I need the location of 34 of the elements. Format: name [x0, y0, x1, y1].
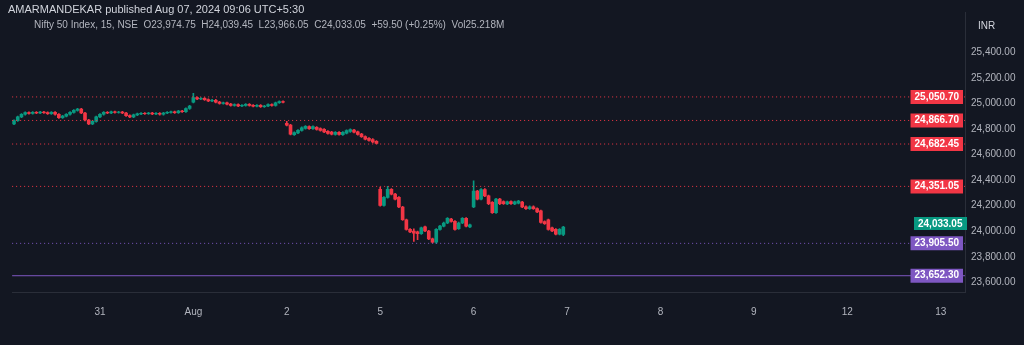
x-tick-label: 13 [935, 305, 947, 317]
y-tick-label: 23,600.00 [971, 276, 1016, 288]
candlestick [142, 112, 147, 115]
x-tick-label: 7 [564, 305, 571, 317]
ref-line-label: 23,905.50 [914, 237, 960, 249]
candlestick [154, 112, 158, 115]
y-tick-label: 24,000.00 [971, 225, 1016, 237]
x-tick-label: 6 [470, 305, 477, 317]
y-tick-label: 24,200.00 [971, 199, 1016, 211]
y-tick-label: 25,400.00 [971, 46, 1016, 58]
chart-title: AMARMANDEKAR published Aug 07, 2024 09:06 UTC+5:30 [8, 3, 305, 15]
x-tick-label: 8 [657, 305, 664, 317]
y-tick-label: 24,800.00 [971, 122, 1016, 134]
y-tick-label: 25,000.00 [971, 97, 1016, 109]
y-tick-label: 24,600.00 [971, 148, 1016, 160]
annotation: 24,033.05 [914, 217, 967, 230]
x-tick-label: 31 [94, 305, 106, 317]
y-axis-title: INR [978, 20, 996, 31]
x-tick-label: 5 [377, 305, 384, 317]
y-tick-label: 23,800.00 [971, 250, 1016, 262]
ref-line-label: 24,682.45 [914, 137, 960, 149]
y-tick-label: 24,400.00 [971, 173, 1016, 185]
x-tick-label: 9 [751, 305, 758, 317]
x-tick-label: 12 [841, 305, 854, 317]
candlestick [139, 112, 143, 115]
ref-line-label: 24,351.05 [914, 180, 960, 192]
x-tick-label: Aug [184, 305, 203, 317]
y-tick-label: 25,200.00 [971, 71, 1016, 83]
candlestick [42, 111, 46, 114]
text: Nifty 50 Index, 15, NSE O23,974.75 H24,039.45 L23,966.05 C24,033.05 +59.50 (+0.25%) Vol25.218M [34, 19, 505, 30]
ref-line-label: 25,050.70 [914, 90, 960, 102]
x-tick-label: 2 [284, 305, 290, 317]
ref-line-label: 23,652.30 [914, 269, 960, 281]
ref-line-label: 24,866.70 [914, 114, 960, 126]
